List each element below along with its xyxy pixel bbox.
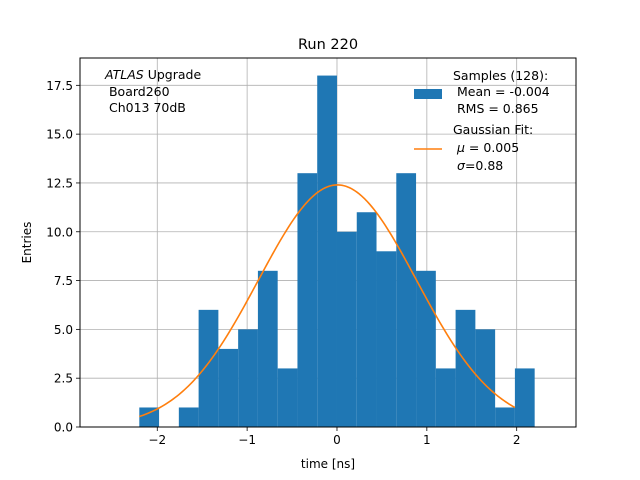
legend-hist-line-1: Samples (128): [453,68,548,83]
legend-mu-symbol: μ [456,140,465,155]
histogram-bar-18 [495,407,515,427]
legend-mu-value: = 0.005 [465,140,519,155]
annotation-line-2: Board260 [105,84,170,99]
y-axis-ticks: 0.0 2.5 5.0 7.5 10.0 12.5 15.0 17.5 [46,79,80,435]
y-tick-label-4: 10.0 [46,225,73,239]
x-tick-label-4: 2 [513,433,521,447]
histogram-bar-13 [396,173,417,427]
annotation-box: ATLAS Upgrade Board260 Ch013 70dB [104,67,201,115]
legend-fit-line-3: σ=0.88 [457,158,503,173]
legend-sigma-symbol: σ [457,158,466,173]
y-tick-label-6: 15.0 [46,128,73,142]
histogram-bar-7 [277,368,298,427]
histogram-bar-12 [376,251,397,427]
legend-fit-line-1: Gaussian Fit: [453,122,533,137]
histogram-bar-9 [317,75,337,428]
histogram-bar-11 [356,212,377,427]
histogram-bar-6 [257,270,278,427]
x-tick-label-1: −1 [238,433,256,447]
histogram-bar-15 [435,368,456,427]
histogram-bar-8 [297,173,318,427]
histogram-bar-5 [238,329,258,427]
annotation-line-3: Ch013 70dB [105,100,186,115]
histogram-bar-0 [139,407,160,427]
x-axis-label: time [ns] [301,457,355,471]
legend: Samples (128): Mean = -0.004 RMS = 0.865… [414,68,550,173]
gaussian-fit-curve [139,184,516,418]
annotation-experiment-suffix: Upgrade [144,67,202,82]
chart-title: Run 220 [298,37,358,53]
y-tick-label-7: 17.5 [46,79,73,93]
legend-hist-line-3: RMS = 0.865 [453,101,539,116]
y-tick-label-3: 7.5 [54,274,73,288]
histogram-bars [139,75,535,428]
histogram-bar-19 [514,368,535,427]
histogram-bar-3 [198,309,219,427]
y-tick-label-5: 12.5 [46,176,73,190]
plot-frame [79,57,577,428]
x-tick-label-3: 1 [423,433,431,447]
histogram-bar-16 [455,309,476,427]
x-axis-ticks: −2 −1 0 1 2 [148,427,521,447]
histogram-bar-14 [416,270,436,427]
y-axis-label: Entries [20,222,34,264]
legend-histogram-swatch [414,89,442,99]
histogram-bar-4 [218,348,239,427]
y-tick-label-2: 5.0 [54,323,73,337]
histogram-bar-17 [475,329,496,427]
legend-hist-line-2: Mean = -0.004 [453,84,550,99]
annotation-line-1: ATLAS Upgrade [104,67,201,82]
y-tick-label-1: 2.5 [54,372,73,386]
legend-fit-line-2: μ = 0.005 [456,140,519,155]
histogram-bar-10 [336,231,357,427]
x-tick-label-0: −2 [148,433,166,447]
x-tick-label-2: 0 [333,433,341,447]
annotation-experiment: ATLAS [104,67,144,82]
histogram-bar-2 [178,407,199,427]
gaussian-fit [139,184,516,418]
legend-sigma-value: =0.88 [465,158,503,173]
y-tick-label-0: 0.0 [54,421,73,435]
